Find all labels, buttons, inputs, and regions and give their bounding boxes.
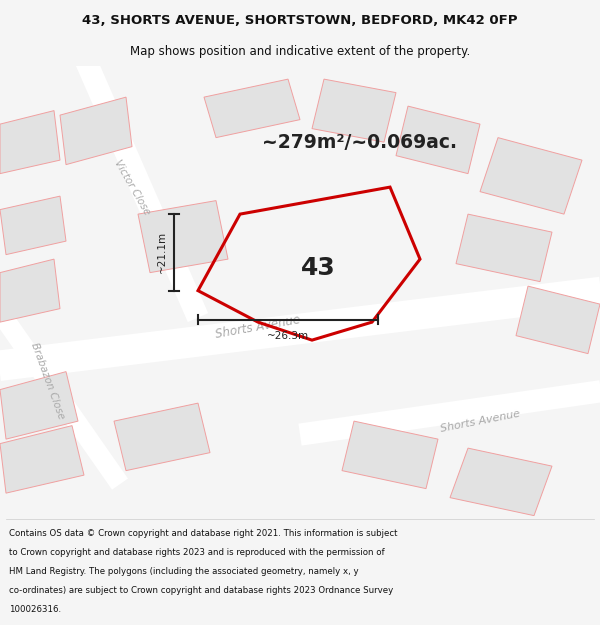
Polygon shape bbox=[0, 111, 60, 174]
Text: ~279m²/~0.069ac.: ~279m²/~0.069ac. bbox=[263, 132, 458, 152]
Text: Victor Close: Victor Close bbox=[112, 158, 152, 216]
Polygon shape bbox=[138, 201, 228, 272]
Polygon shape bbox=[480, 138, 582, 214]
Polygon shape bbox=[516, 286, 600, 354]
Text: Map shows position and indicative extent of the property.: Map shows position and indicative extent… bbox=[130, 44, 470, 58]
Text: Shorts Avenue: Shorts Avenue bbox=[439, 409, 521, 434]
Text: Brabazon Close: Brabazon Close bbox=[29, 341, 67, 420]
Text: HM Land Registry. The polygons (including the associated geometry, namely x, y: HM Land Registry. The polygons (includin… bbox=[9, 567, 359, 576]
Polygon shape bbox=[0, 196, 66, 254]
Text: Contains OS data © Crown copyright and database right 2021. This information is : Contains OS data © Crown copyright and d… bbox=[9, 529, 398, 538]
Text: 43: 43 bbox=[301, 256, 335, 280]
Text: 100026316.: 100026316. bbox=[9, 605, 61, 614]
Polygon shape bbox=[0, 426, 84, 493]
Polygon shape bbox=[342, 421, 438, 489]
Polygon shape bbox=[450, 448, 552, 516]
Polygon shape bbox=[0, 372, 78, 439]
Polygon shape bbox=[60, 97, 132, 164]
Polygon shape bbox=[312, 79, 396, 142]
Polygon shape bbox=[204, 79, 300, 138]
Polygon shape bbox=[114, 403, 210, 471]
Text: ~26.3m: ~26.3m bbox=[267, 331, 309, 341]
Text: 43, SHORTS AVENUE, SHORTSTOWN, BEDFORD, MK42 0FP: 43, SHORTS AVENUE, SHORTSTOWN, BEDFORD, … bbox=[82, 14, 518, 28]
Polygon shape bbox=[396, 106, 480, 174]
Polygon shape bbox=[0, 259, 60, 322]
Text: ~21.1m: ~21.1m bbox=[157, 231, 167, 274]
Text: to Crown copyright and database rights 2023 and is reproduced with the permissio: to Crown copyright and database rights 2… bbox=[9, 548, 385, 557]
Text: co-ordinates) are subject to Crown copyright and database rights 2023 Ordnance S: co-ordinates) are subject to Crown copyr… bbox=[9, 586, 393, 595]
Polygon shape bbox=[456, 214, 552, 282]
Text: Shorts Avenue: Shorts Avenue bbox=[214, 312, 302, 341]
